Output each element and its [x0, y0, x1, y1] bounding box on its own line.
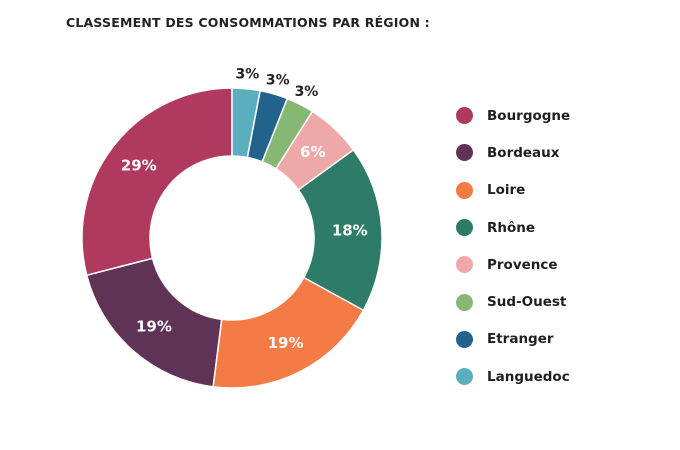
- data-label-bourgogne: 29%: [121, 157, 157, 175]
- chart-legend: Bourgogne Bordeaux Loire Rhône Provence Sud-O…: [456, 97, 570, 395]
- data-label-etranger: 3%: [266, 73, 290, 89]
- slice-loire: [212, 276, 365, 389]
- legend-label: Rhône: [487, 219, 536, 236]
- legend-item-loire: Loire: [456, 172, 570, 209]
- legend-item-languedoc: Languedoc: [456, 358, 570, 395]
- data-label-languedoc: 3%: [236, 67, 260, 83]
- legend-item-bordeaux: Bordeaux: [456, 134, 570, 171]
- legend-item-provence: Provence: [456, 246, 570, 283]
- legend-swatch: [456, 219, 473, 237]
- legend-swatch: [456, 181, 473, 199]
- legend-item-rhone: Rhône: [456, 209, 570, 246]
- legend-swatch: [456, 293, 473, 311]
- slice-bordeaux: [85, 257, 223, 388]
- data-label-sud-ouest: 3%: [295, 84, 319, 100]
- legend-label: Languedoc: [487, 368, 570, 385]
- legend-label: Bordeaux: [487, 144, 560, 161]
- legend-swatch: [456, 256, 473, 274]
- legend-label: Etranger: [487, 331, 554, 348]
- data-label-provence: 6%: [300, 143, 325, 161]
- legend-swatch: [456, 107, 473, 125]
- legend-label: Provence: [487, 256, 558, 273]
- legend-swatch: [456, 368, 473, 386]
- legend-swatch: [456, 330, 473, 348]
- legend-swatch: [456, 144, 473, 162]
- chart-title: CLASSEMENT DES CONSOMMATIONS PAR RÉGION …: [66, 15, 430, 30]
- slice-languedoc: [231, 87, 261, 159]
- slice-bourgogne: [81, 87, 233, 277]
- legend-item-etranger: Etranger: [456, 321, 570, 358]
- data-label-rhone: 18%: [332, 222, 368, 240]
- data-label-bordeaux: 19%: [136, 318, 172, 336]
- legend-label: Bourgogne: [487, 107, 571, 124]
- legend-item-bourgogne: Bourgogne: [456, 97, 570, 134]
- legend-label: Loire: [487, 182, 526, 199]
- data-label-loire: 19%: [268, 334, 304, 352]
- legend-item-sud-ouest: Sud-Ouest: [456, 283, 570, 320]
- legend-label: Sud-Ouest: [487, 294, 567, 311]
